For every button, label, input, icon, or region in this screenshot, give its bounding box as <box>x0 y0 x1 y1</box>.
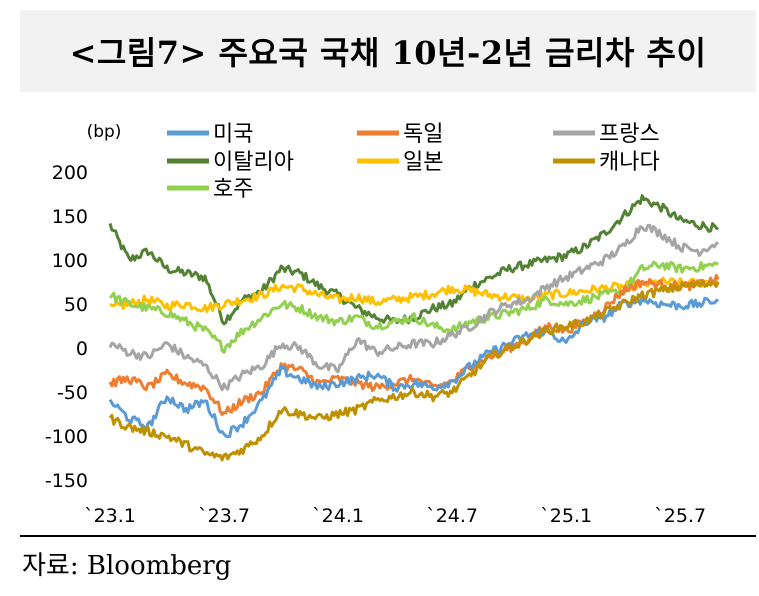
legend-label: 일본 <box>403 150 443 175</box>
y-unit-label: (bp) <box>87 122 122 142</box>
series-line <box>108 194 720 326</box>
x-tick-label: `23.1 <box>84 505 136 527</box>
legend-label: 프랑스 <box>599 122 660 147</box>
title-band <box>20 10 756 92</box>
legend-label: 호주 <box>213 177 253 202</box>
series-line <box>108 279 720 462</box>
y-tick-label: -50 <box>57 382 88 404</box>
bottom-rule <box>20 535 756 537</box>
y-tick-label: 50 <box>64 294 88 316</box>
x-tick-label: `24.1 <box>312 505 364 527</box>
legend-label: 이탈리아 <box>213 150 294 175</box>
chart-title: <그림7> 주요국 국채 10년-2년 금리차 추이 <box>69 34 707 72</box>
x-tick-label: `25.7 <box>654 505 706 527</box>
legend-label: 캐나다 <box>599 150 660 175</box>
series-line <box>109 276 720 313</box>
y-tick-labels: 200 150 100 50 0 -50 -100 -150 <box>45 162 88 492</box>
x-tick-labels: `23.1 `23.7 `24.1 `24.7 `25.1 `25.7 <box>84 505 706 527</box>
x-tick-label: `25.1 <box>540 505 592 527</box>
y-tick-label: -150 <box>45 470 88 492</box>
y-tick-label: 200 <box>52 162 88 184</box>
series-line <box>108 223 719 392</box>
y-tick-label: 150 <box>52 206 88 228</box>
y-tick-label: -100 <box>45 426 88 448</box>
series-line <box>108 274 720 416</box>
y-tick-label: 0 <box>76 338 88 360</box>
source-note: 자료: Bloomberg <box>22 551 232 581</box>
legend-label: 독일 <box>403 122 443 147</box>
y-tick-label: 100 <box>52 250 88 272</box>
x-tick-label: `23.7 <box>198 505 250 527</box>
series-lines <box>108 194 720 462</box>
legend-label: 미국 <box>213 122 253 147</box>
x-tick-label: `24.7 <box>426 505 478 527</box>
